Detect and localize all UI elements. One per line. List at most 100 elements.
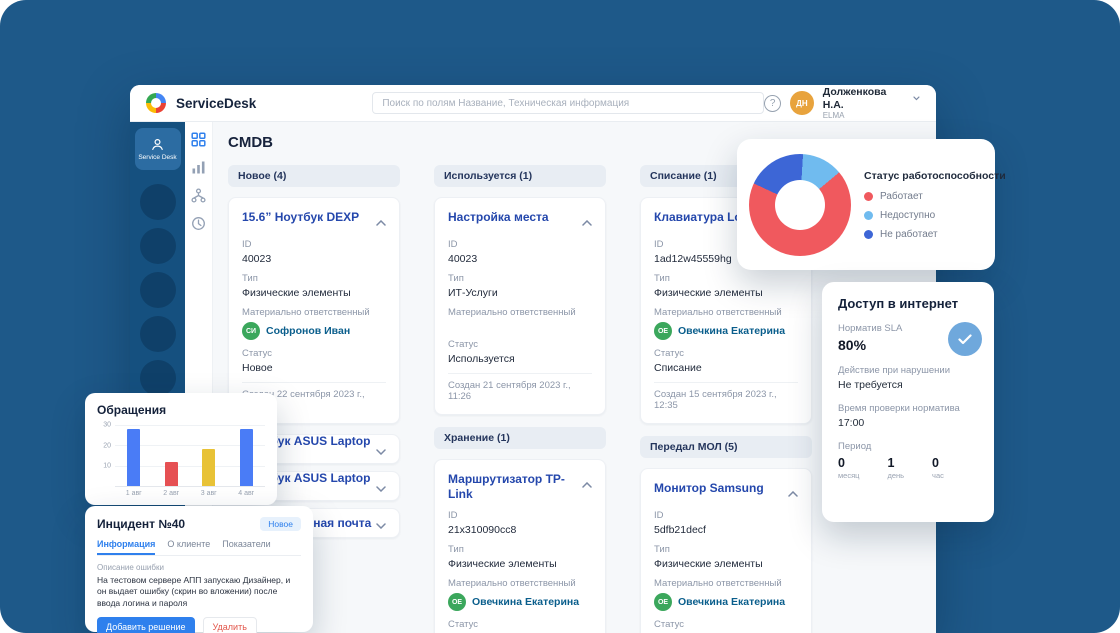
field-label: Тип: [448, 544, 464, 555]
incident-tabs: Информация О клиенте Показатели: [97, 539, 301, 556]
org-chart-icon[interactable]: [191, 188, 206, 203]
field-label: Период: [838, 441, 872, 452]
field-value: 17:00: [838, 417, 865, 429]
cmdb-content: CMDB Новое (4) 15.6” Ноутбук DEXP ID 4: [213, 122, 936, 633]
chevron-down-icon[interactable]: [376, 513, 386, 534]
field-label: ID: [448, 510, 458, 521]
user-name: Долженкова Н.А.: [822, 86, 887, 111]
app-window: ServiceDesk ? ДН Долженкова Н.А. ELMA: [130, 85, 936, 633]
responsible-person[interactable]: ОЕ Овечкина Екатерина: [448, 593, 592, 611]
sidebar-dot: [139, 184, 176, 220]
field-label: ID: [242, 239, 252, 250]
chevron-up-icon[interactable]: [376, 210, 386, 231]
x-tick-label: 2 авг: [163, 490, 180, 497]
chevron-up-icon[interactable]: [788, 481, 798, 502]
responsible-person[interactable]: СИ Софронов Иван: [242, 322, 386, 340]
user-avatar[interactable]: ДН: [790, 91, 814, 115]
sidebar-item-service-desk[interactable]: Service Desk: [134, 128, 181, 170]
history-icon[interactable]: [191, 216, 206, 231]
created-date: Создан 15 сентября 2023 г., 12:35: [654, 389, 777, 411]
bar-1 авг: [127, 429, 141, 486]
bar-2 авг: [164, 461, 178, 486]
status-chart-card: Статус работоспособности Работает Недост…: [737, 139, 1006, 270]
x-tick-label: 3 авг: [200, 490, 217, 497]
app-logo-icon: [146, 93, 166, 113]
tab-client[interactable]: О клиенте: [167, 539, 211, 549]
field-label: ID: [654, 239, 664, 250]
field-label: Тип: [448, 273, 464, 284]
divider: [654, 382, 798, 383]
responsible-person[interactable]: ОЕ Овечкина Екатерина: [654, 322, 798, 340]
period-value: 0: [932, 456, 939, 470]
stats-icon[interactable]: [191, 160, 206, 175]
gridline: [115, 445, 265, 447]
status-legend: Статус работоспособности Работает Недост…: [864, 170, 1006, 240]
field-value: 40023: [448, 253, 478, 265]
period-unit: день: [887, 471, 905, 480]
field-label: Материально ответственный: [448, 307, 576, 318]
incident-card: Инцидент №40 Новое Информация О клиенте …: [85, 506, 313, 633]
delete-button[interactable]: Удалить: [202, 617, 257, 633]
gridline: [115, 465, 265, 467]
legend-label: Работает: [880, 190, 923, 202]
person-icon: [152, 138, 163, 150]
chevron-up-icon[interactable]: [582, 210, 592, 231]
bar-3 авг: [202, 449, 216, 486]
field-label: Описание ошибки: [97, 563, 164, 572]
period-item: 0 час: [932, 456, 944, 480]
y-tick-label: 30: [103, 421, 111, 429]
cmdb-card[interactable]: Настройка места ID 40023 Тип ИТ-Услуги Мат…: [434, 197, 606, 415]
person-name: Софронов Иван: [266, 325, 351, 337]
chevron-down-icon[interactable]: [376, 476, 386, 497]
help-button[interactable]: ?: [764, 94, 782, 112]
period-values: 0 месяц 1 день 0 час: [838, 456, 978, 480]
sidebar-item-label: Service Desk: [138, 153, 177, 161]
search-input[interactable]: [372, 92, 765, 114]
card-title: Маршрутизатор TP-Link: [448, 472, 565, 501]
tab-information[interactable]: Информация: [97, 539, 156, 555]
app-header: ServiceDesk ? ДН Долженкова Н.А. ELMA: [130, 85, 936, 122]
y-tick-label: 10: [103, 462, 111, 470]
field-label: Материально ответственный: [448, 578, 576, 589]
user-org: ELMA: [822, 110, 845, 120]
user-menu[interactable]: Долженкова Н.А. ELMA: [822, 86, 920, 120]
gridline: [115, 425, 265, 426]
appeals-bars: [115, 425, 265, 486]
add-solution-button[interactable]: Добавить решение: [97, 617, 195, 633]
field-label: Материально ответственный: [654, 578, 782, 589]
cmdb-card[interactable]: Монитор Samsung ID 5dfb21decf Тип Физическ…: [640, 468, 812, 633]
check-badge: [948, 322, 982, 356]
field-value: Физические элементы: [242, 287, 351, 299]
bar-column: [159, 425, 183, 486]
divider: [242, 382, 386, 383]
kanban-icon[interactable]: [191, 132, 206, 147]
person-avatar: СИ: [242, 322, 260, 340]
board-column-new: Новое (4) 15.6” Ноутбук DEXP ID 40023 Тип…: [228, 165, 400, 633]
chevron-up-icon[interactable]: [582, 472, 592, 493]
app-title: ServiceDesk: [176, 95, 257, 111]
legend-item: Недоступно: [864, 210, 1006, 221]
cmdb-card[interactable]: Маршрутизатор TP-Link ID 21x310090cc8 Тип…: [434, 459, 606, 633]
field-label: Статус: [448, 339, 479, 350]
chart-title: Обращения: [97, 403, 167, 417]
period-item: 0 месяц: [838, 456, 859, 480]
cmdb-card[interactable]: 15.6” Ноутбук DEXP ID 40023 Тип Физические…: [228, 197, 400, 424]
chevron-down-icon[interactable]: [376, 439, 386, 460]
period-unit: час: [932, 471, 944, 480]
incident-title: Инцидент №40: [97, 517, 186, 531]
sidebar-placeholders: [139, 184, 176, 396]
person-avatar: ОЕ: [654, 593, 672, 611]
legend-label: Не работает: [880, 228, 938, 240]
tab-metrics[interactable]: Показатели: [222, 539, 271, 549]
column-header: Передал МОЛ (5): [640, 436, 812, 458]
legend-dot: [864, 210, 873, 220]
card-title: Доступ в интернет: [838, 296, 959, 311]
responsible-person[interactable]: ОЕ Овечкина Екатерина: [654, 593, 798, 611]
person-name: Овечкина Екатерина: [678, 325, 786, 337]
person-avatar: ОЕ: [654, 322, 672, 340]
x-tick-label: 4 авг: [238, 490, 255, 497]
field-label: ID: [448, 239, 458, 250]
appeals-chart-card: Обращения 10 20 30 1 авг 2 авг 3 авг 4 авг: [85, 393, 277, 505]
chevron-down-icon: [913, 96, 920, 101]
